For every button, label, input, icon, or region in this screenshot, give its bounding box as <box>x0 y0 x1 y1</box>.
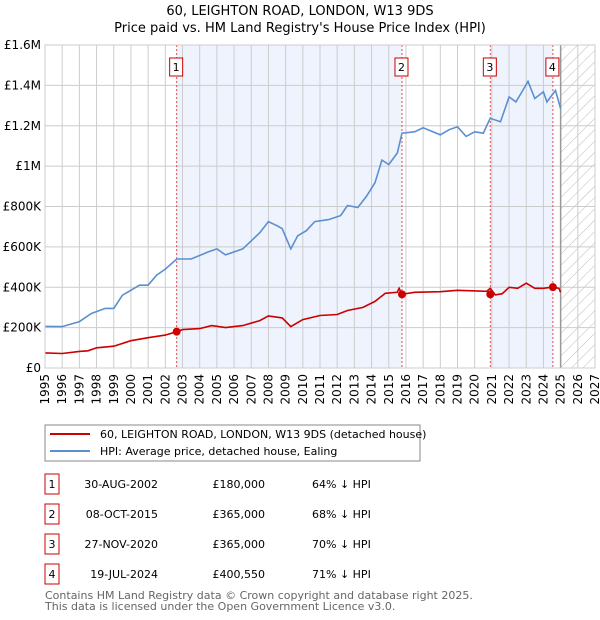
row-number-box <box>44 503 60 525</box>
y-tick-label: £600K <box>3 240 43 254</box>
sale-number-label: 3 <box>486 61 493 74</box>
x-tick-label: 2008 <box>261 374 275 405</box>
row-hpi-diff: 64% ↓ HPI <box>312 478 371 491</box>
x-tick-label: 2015 <box>382 374 396 405</box>
sales-table: 1 30-AUG-2002 £180,000 64% ↓ HPI 2 08-OCT-201… <box>44 473 371 585</box>
x-tick-label: 2025 <box>554 374 568 405</box>
x-tick-label: 2009 <box>279 374 293 405</box>
plot-border <box>44 44 596 369</box>
sales-table-row: 2 08-OCT-2015 £365,000 68% ↓ HPI <box>44 503 371 525</box>
x-tick-label: 2005 <box>210 374 224 405</box>
sale-number-box <box>482 57 497 77</box>
sale-number-box <box>545 57 560 77</box>
x-tick-label: 1995 <box>38 374 52 405</box>
x-tick-label: 1997 <box>72 374 86 405</box>
sale-number-box <box>169 57 184 77</box>
y-tick-label: £400K <box>3 280 43 294</box>
y-tick-label: £1.4M <box>4 78 41 92</box>
x-tick-label: 2020 <box>468 374 482 405</box>
x-tick-label: 2019 <box>451 374 465 405</box>
row-price: £180,000 <box>213 478 266 491</box>
x-tick-label: 2018 <box>433 374 447 405</box>
sale-number-label: 1 <box>173 61 180 74</box>
footer-line-1: Contains HM Land Registry data © Crown c… <box>45 589 473 602</box>
y-tick-label: £1.6M <box>4 38 41 52</box>
sales-table-row: 1 30-AUG-2002 £180,000 64% ↓ HPI <box>44 473 371 495</box>
row-number-box <box>44 533 60 555</box>
x-tick-label: 2003 <box>176 374 190 405</box>
sale-number-label: 4 <box>549 61 556 74</box>
x-tick-label: 2001 <box>141 374 155 405</box>
price-paid-series-line <box>44 282 562 355</box>
x-tick-label: 2013 <box>347 374 361 405</box>
y-tick-label: £200K <box>3 321 43 335</box>
sale-number-label: 2 <box>398 61 405 74</box>
x-tick-label: 2017 <box>416 374 430 405</box>
x-tick-label: 1998 <box>90 374 104 405</box>
row-number: 3 <box>49 538 56 551</box>
sale-number-box <box>394 57 409 77</box>
row-number: 4 <box>49 568 56 581</box>
row-price: £365,000 <box>213 538 266 551</box>
x-tick-label: 2004 <box>193 374 207 405</box>
x-tick-label: 2027 <box>588 374 600 405</box>
sales-table-row: 4 19-JUL-2024 £400,550 71% ↓ HPI <box>44 563 371 585</box>
plot-area: 1995 1996 1997 1998 1999 2000 2001 2002 2003 2004… <box>3 38 600 405</box>
chart-title: 60, LEIGHTON ROAD, LONDON, W13 9DS <box>166 4 433 19</box>
y-tick-label: £0 <box>26 361 41 375</box>
row-hpi-diff: 70% ↓ HPI <box>312 538 371 551</box>
x-tick-label: 2002 <box>158 374 172 405</box>
row-hpi-diff: 71% ↓ HPI <box>312 568 371 581</box>
row-number-box <box>44 473 60 495</box>
sale-point <box>172 327 181 336</box>
row-number-box <box>44 563 60 585</box>
row-hpi-diff: 68% ↓ HPI <box>312 508 371 521</box>
x-tick-label: 2021 <box>485 374 499 405</box>
x-tick-label: 2006 <box>227 374 241 405</box>
x-tick-label: 2011 <box>313 374 327 405</box>
sale-point <box>548 283 557 292</box>
row-date: 27-NOV-2020 <box>84 538 158 551</box>
x-tick-label: 2024 <box>536 374 550 405</box>
x-tick-label: 2007 <box>244 374 258 405</box>
row-number: 1 <box>49 478 56 491</box>
y-tick-label: £1.2M <box>4 119 41 133</box>
x-tick-label: 2000 <box>124 374 138 405</box>
row-date: 30-AUG-2002 <box>84 478 158 491</box>
chart-subtitle: Price paid vs. HM Land Registry's House … <box>114 21 486 36</box>
y-tick-label: £1M <box>15 159 41 173</box>
row-price: £400,550 <box>213 568 266 581</box>
sale-point <box>486 290 495 299</box>
footer-line-2: This data is licensed under the Open Gov… <box>44 600 395 613</box>
x-tick-label: 2026 <box>571 374 585 405</box>
x-tick-label: 1999 <box>107 374 121 405</box>
x-tick-label: 2014 <box>365 374 379 405</box>
sale-point <box>397 290 406 299</box>
row-date: 08-OCT-2015 <box>86 508 158 521</box>
row-date: 19-JUL-2024 <box>90 568 158 581</box>
legend-red-label: 60, LEIGHTON ROAD, LONDON, W13 9DS (deta… <box>100 428 426 441</box>
row-number: 2 <box>49 508 56 521</box>
hpi-series-line <box>44 79 562 328</box>
x-tick-label: 2023 <box>519 374 533 405</box>
x-tick-label: 2012 <box>330 374 344 405</box>
sales-table-row: 3 27-NOV-2020 £365,000 70% ↓ HPI <box>44 533 371 555</box>
legend-blue-label: HPI: Average price, detached house, Eali… <box>100 445 337 458</box>
x-tick-label: 1996 <box>55 374 69 405</box>
x-tick-label: 2022 <box>502 374 516 405</box>
y-tick-label: £800K <box>3 200 43 214</box>
row-price: £365,000 <box>213 508 266 521</box>
x-tick-label: 2016 <box>399 374 413 405</box>
legend: 60, LEIGHTON ROAD, LONDON, W13 9DS (deta… <box>44 424 426 462</box>
x-tick-label: 2010 <box>296 374 310 405</box>
